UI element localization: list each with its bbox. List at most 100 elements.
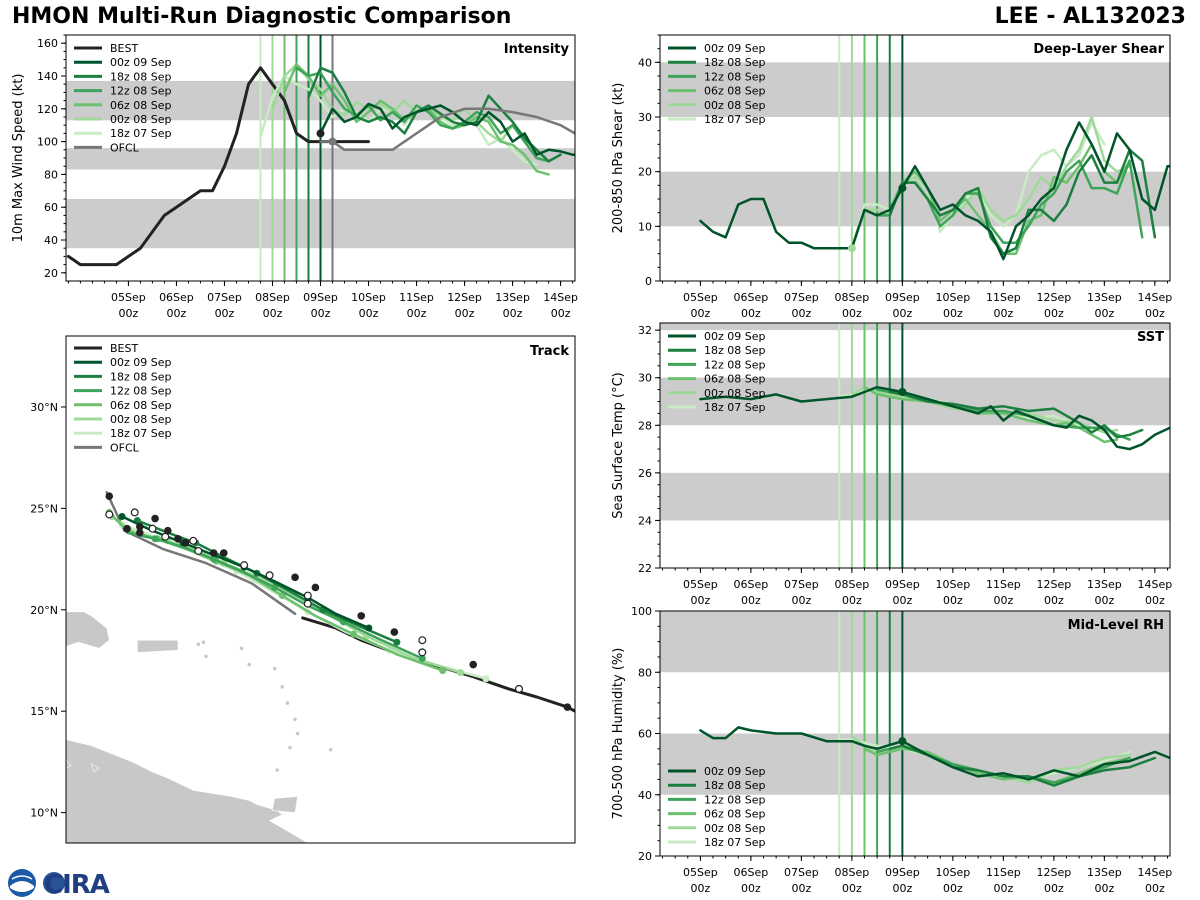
intensity-plot-area [66, 35, 575, 281]
y-tick-label: 40 [638, 56, 652, 69]
legend-label: 00z 09 Sep [704, 765, 766, 778]
ofcl-track-point [130, 508, 139, 517]
series-marker [316, 129, 325, 138]
series-06z-08-sep [863, 747, 1131, 784]
x-tick-label: 11Sep [399, 291, 434, 304]
y-tick-label: 28 [638, 419, 652, 432]
x-tick-label: 07Sep [784, 291, 819, 304]
storm-id: LEE - AL132023 [994, 4, 1186, 29]
x-tick-label: 00z [993, 882, 1013, 895]
sst-panel: 22 24 26 28 30 32 05Sep 00z 06Sep 00z 07Sep 00z 08Se… [611, 322, 1172, 607]
series-00z-08-sep [271, 63, 538, 152]
y-tick-label: 22 [638, 562, 652, 575]
legend-label: 06z 08 Sep [704, 808, 766, 821]
x-tick-label: 00z [892, 307, 912, 320]
x-tick-label: 00z [993, 594, 1013, 607]
y-axis-label: Sea Surface Temp (°C) [611, 372, 626, 519]
series-18z-08-sep [307, 66, 562, 163]
shaded-band [660, 472, 1170, 521]
x-tick-label: 00z [1145, 307, 1165, 320]
x-tick-label: 00z [215, 307, 235, 320]
lat-tick-label: 20°N [30, 604, 58, 617]
best-track-point [136, 528, 144, 537]
x-tick-label: 00z [311, 307, 331, 320]
best-track-point [311, 583, 320, 592]
track-point [151, 535, 159, 543]
y-axis-label: 700-500 hPa Humidity (%) [611, 648, 626, 820]
lat-tick-label: 30°N [30, 401, 58, 414]
intensity-panel: 20 40 60 80 100 120 140 160 05Sep 00z 06Sep 00z 07Se… [11, 34, 578, 320]
x-tick-label: 08Sep [835, 291, 870, 304]
legend-label: 06z 08 Sep [110, 399, 172, 412]
y-tick-label: 100 [631, 605, 652, 618]
x-tick-label: 06Sep [159, 291, 194, 304]
y-tick-label: 140 [37, 70, 58, 83]
rh-plot-area [660, 611, 1170, 856]
x-tick-label: 07Sep [784, 866, 819, 879]
best-track-point [291, 573, 299, 582]
legend-label: 18z 07 Sep [704, 836, 766, 849]
island [288, 745, 292, 750]
x-tick-label: 13Sep [1087, 291, 1122, 304]
x-tick-label: 00z [119, 307, 139, 320]
x-tick-label: 06Sep [734, 866, 769, 879]
series-00z-09-sep [699, 121, 1170, 261]
y-tick-label: 10 [638, 220, 652, 233]
x-tick-label: 00z [407, 307, 427, 320]
y-tick-label: 40 [44, 234, 58, 247]
legend-label: 00z 08 Sep [704, 822, 766, 835]
logo-text: CIRA [44, 870, 110, 900]
x-tick-label: 14Sep [1137, 866, 1172, 879]
x-tick-label: 00z [1044, 882, 1064, 895]
track-point [118, 512, 126, 520]
legend-label: 12z 08 Sep [704, 70, 766, 83]
y-tick-label: 30 [638, 111, 652, 124]
x-tick-label: 00z [455, 307, 475, 320]
island [196, 642, 201, 647]
x-tick-label: 00z [892, 882, 912, 895]
island [280, 685, 285, 689]
ofcl-track-point [303, 599, 312, 608]
legend-label: 12z 08 Sep [110, 85, 172, 98]
best-track-point [357, 612, 366, 620]
x-tick-label: 13Sep [1087, 866, 1122, 879]
land-mass [90, 763, 100, 773]
track-point [365, 624, 373, 632]
panel-title: Intensity [504, 42, 570, 57]
shear-panel: 0 10 20 30 40 05Sep 00z 06Sep 00z 07Sep 00z 08Sep 00… [611, 34, 1172, 320]
track-point [418, 654, 426, 662]
x-tick-label: 00z [791, 307, 811, 320]
x-tick-label: 00z [167, 307, 187, 320]
x-tick-label: 10Sep [936, 578, 971, 591]
legend-label: 18z 07 Sep [110, 427, 172, 440]
legend-label: OFCL [110, 141, 140, 154]
y-tick-label: 24 [638, 514, 652, 527]
x-tick-label: 00z [993, 307, 1013, 320]
legend-label: 00z 08 Sep [110, 113, 172, 126]
ofcl-track-point [303, 591, 312, 600]
x-tick-label: 11Sep [986, 866, 1021, 879]
ofcl-track-point [515, 684, 524, 693]
panel-title: Mid-Level RH [1068, 618, 1164, 633]
island [204, 654, 208, 659]
best-track-point [469, 660, 478, 669]
x-tick-label: 00z [1044, 594, 1064, 607]
legend-label: 00z 09 Sep [110, 56, 172, 69]
best-track-point [219, 549, 228, 557]
x-tick-label: 00z [1094, 882, 1114, 895]
x-tick-label: 10Sep [351, 291, 386, 304]
land-mass [66, 739, 309, 843]
land-mass [271, 796, 298, 813]
track-point [439, 667, 447, 675]
legend-label: 00z 09 Sep [704, 42, 766, 55]
y-tick-label: 26 [638, 467, 652, 480]
island [295, 731, 300, 736]
legend-label: 18z 08 Sep [110, 70, 172, 83]
land-mass [66, 759, 72, 769]
x-tick-label: 00z [943, 882, 963, 895]
x-tick-label: 00z [1145, 594, 1165, 607]
island [328, 747, 333, 752]
track-point [456, 669, 464, 677]
legend-label: 18z 07 Sep [704, 401, 766, 414]
